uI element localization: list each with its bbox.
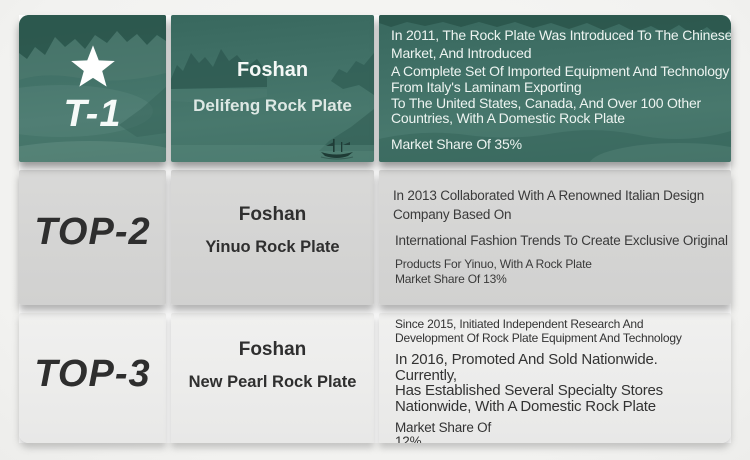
rank-label: TOP-3 — [34, 353, 151, 395]
city-label: Foshan — [238, 204, 307, 225]
brand-label: New Pearl Rock Plate — [188, 373, 357, 391]
description-paragraph: In 2016, Promoted And Sold Nationwide. C… — [395, 351, 663, 415]
top1-brand-cell: Foshan Delifeng Rock Plate — [171, 15, 374, 162]
top2-description-cell: In 2013 Collaborated With A Renowned Ita… — [379, 170, 731, 305]
market-share-text: Products For Yinuo, With A Rock Plate Ma… — [395, 257, 592, 286]
top1-description-cell: In 2011, The Rock Plate Was Introduced T… — [379, 15, 731, 162]
ranking-table: T-1 Foshan — [19, 15, 731, 443]
description-paragraph: A Complete Set Of Imported Equipment And… — [391, 63, 730, 95]
top1-brand: Foshan Delifeng Rock Plate — [171, 15, 374, 162]
top3-description-cell: Since 2015, Initiated Independent Resear… — [379, 313, 731, 443]
market-share-text: Market Share Of 12% — [395, 420, 492, 443]
top1-description: In 2011, The Rock Plate Was Introduced T… — [379, 15, 731, 162]
top3-brand-cell: Foshan New Pearl Rock Plate — [171, 313, 374, 443]
top2-rank-cell: TOP-2 — [19, 170, 166, 305]
top2-brand: Foshan Yinuo Rock Plate — [171, 170, 374, 305]
top1-rank: T-1 — [19, 15, 166, 162]
rank-label: TOP-2 — [34, 210, 151, 253]
top2-description: In 2013 Collaborated With A Renowned Ita… — [379, 170, 731, 305]
top2-rank: TOP-2 — [19, 170, 166, 299]
description-paragraph: Since 2015, Initiated Independent Resear… — [395, 317, 682, 345]
top2-brand-cell: Foshan Yinuo Rock Plate — [171, 170, 374, 305]
description-paragraph: In 2011, The Rock Plate Was Introduced T… — [391, 27, 731, 61]
top3-description: Since 2015, Initiated Independent Resear… — [379, 313, 731, 443]
top1-rank-cell: T-1 — [19, 15, 166, 162]
description-paragraph: To The United States, Canada, And Over 1… — [391, 95, 702, 126]
rank-label: T-1 — [63, 92, 122, 135]
brand-label: Delifeng Rock Plate — [193, 96, 352, 115]
top3-brand: Foshan New Pearl Rock Plate — [171, 313, 374, 443]
star-icon — [70, 44, 115, 87]
description-paragraph: International Fashion Trends To Create E… — [395, 233, 728, 248]
top3-rank-cell: TOP-3 — [19, 313, 166, 443]
city-label: Foshan — [238, 339, 307, 360]
market-share-text: Market Share Of 35% — [391, 136, 522, 152]
description-paragraph: In 2013 Collaborated With A Renowned Ita… — [393, 188, 705, 222]
city-label: Foshan — [236, 59, 309, 81]
top3-rank: TOP-3 — [19, 313, 166, 439]
brand-label: Yinuo Rock Plate — [205, 238, 340, 256]
